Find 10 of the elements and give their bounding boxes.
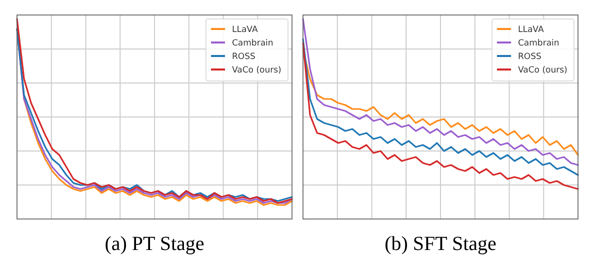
legend-label: VaCo (ours) bbox=[518, 66, 568, 76]
legend-label: VaCo (ours) bbox=[232, 66, 282, 76]
legend-label: LLaVA bbox=[232, 25, 258, 35]
legend-label: ROSS bbox=[518, 52, 542, 62]
x-axis-title: (a) PT Stage bbox=[104, 233, 204, 255]
legend-label: Cambrain bbox=[518, 38, 560, 48]
legend-label: ROSS bbox=[232, 52, 256, 62]
legend-label: Cambrain bbox=[232, 38, 274, 48]
x-axis-title: (b) SFT Stage bbox=[384, 233, 497, 255]
legend-label: LLaVA bbox=[518, 25, 544, 35]
